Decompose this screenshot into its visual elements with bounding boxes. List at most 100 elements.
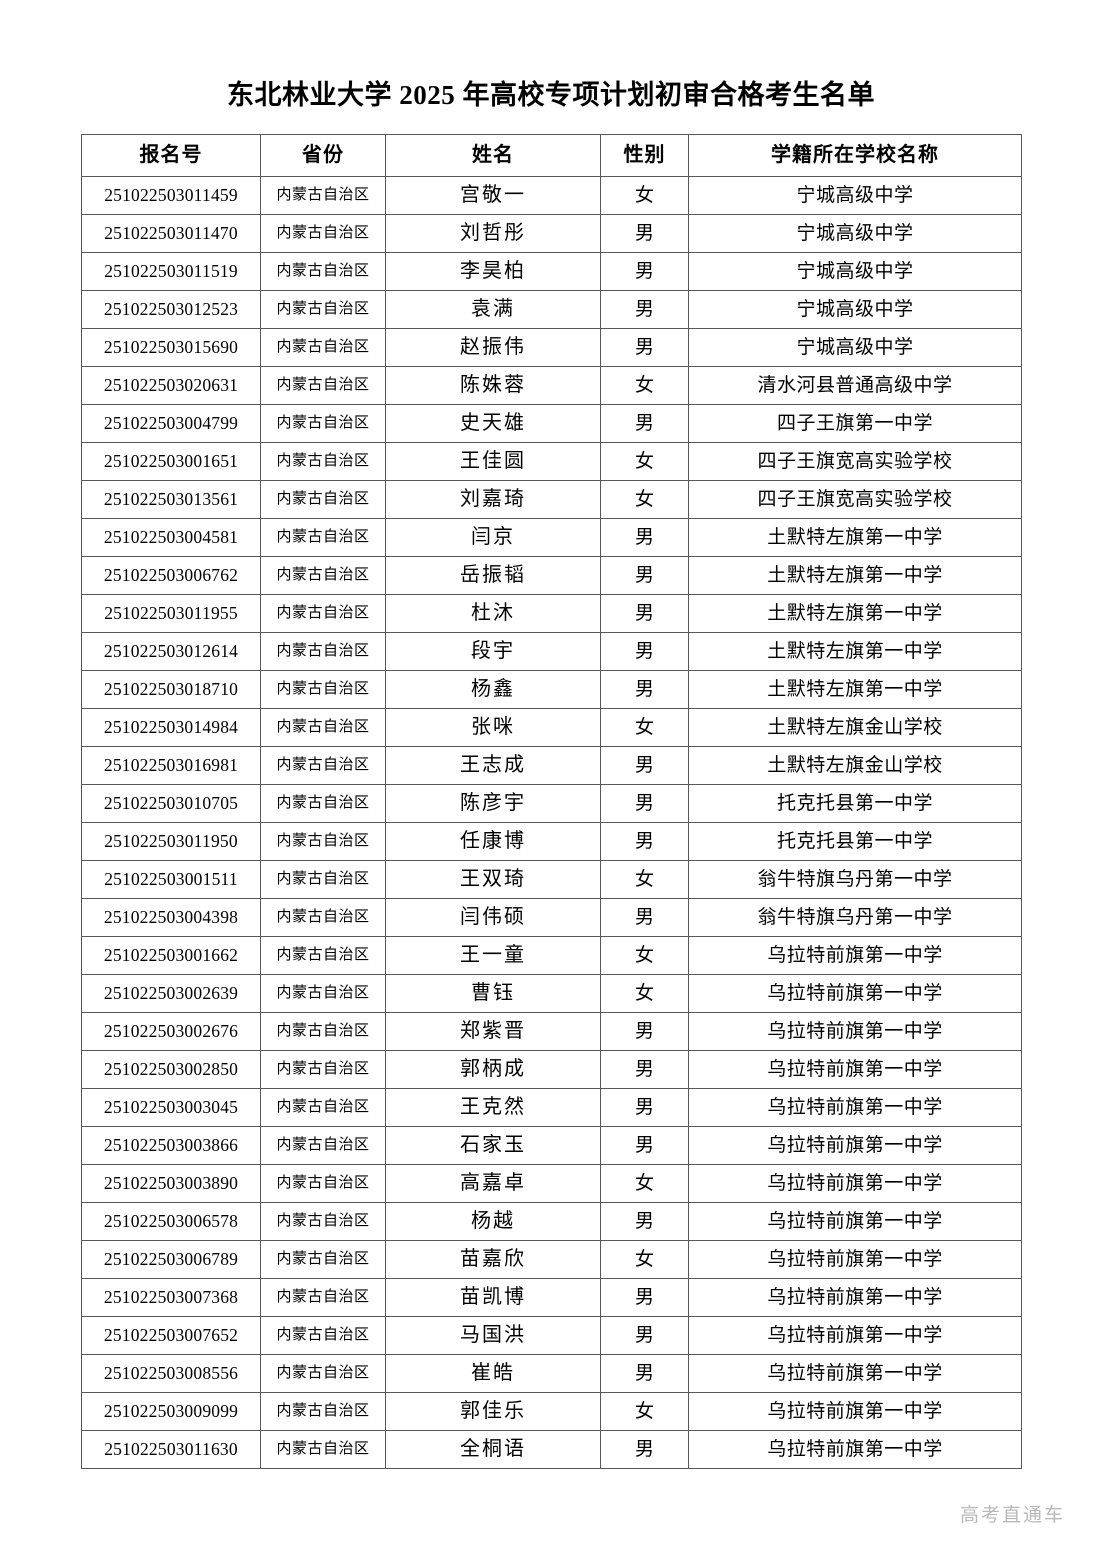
cell-reg: 251022503002676	[81, 1012, 261, 1051]
cell-name: 全桐语	[385, 1430, 601, 1469]
cell-name: 陈彦宇	[385, 784, 601, 823]
cell-reg: 251022503011470	[81, 214, 261, 253]
table-row: 251022503006789 内蒙古自治区 苗嘉欣女乌拉特前旗第一中学	[81, 1240, 1022, 1279]
cell-prov: 内蒙古自治区	[260, 632, 386, 671]
cell-name: 陈姝蓉	[385, 366, 601, 405]
table-row: 251022503012614 内蒙古自治区 段宇男土默特左旗第一中学	[81, 632, 1022, 671]
table-row: 251022503015690 内蒙古自治区 赵振伟男宁城高级中学	[81, 328, 1022, 367]
cell-prov: 内蒙古自治区	[260, 556, 386, 595]
cell-prov: 内蒙古自治区	[260, 1354, 386, 1393]
cell-prov: 内蒙古自治区	[260, 1240, 386, 1279]
column-header-gender: 性别	[600, 134, 689, 177]
roster-table: 报名号 省份 姓名 性别 学籍所在学校名称 251022503011459 内蒙古…	[81, 134, 1022, 1469]
cell-school: 土默特左旗第一中学	[688, 518, 1022, 557]
cell-gender: 女	[600, 442, 689, 481]
cell-reg: 251022503010705	[81, 784, 261, 823]
table-row: 251022503014984 内蒙古自治区 张咪女土默特左旗金山学校	[81, 708, 1022, 747]
cell-prov: 内蒙古自治区	[260, 480, 386, 519]
table-row: 251022503011519 内蒙古自治区 李昊柏男宁城高级中学	[81, 252, 1022, 291]
table-row: 251022503011459 内蒙古自治区 宫敬一女宁城高级中学	[81, 176, 1022, 215]
cell-reg: 251022503014984	[81, 708, 261, 747]
cell-school: 四子王旗第一中学	[688, 404, 1022, 443]
table-row: 251022503011950 内蒙古自治区 任康博男托克托县第一中学	[81, 822, 1022, 861]
cell-name: 任康博	[385, 822, 601, 861]
cell-prov: 内蒙古自治区	[260, 1088, 386, 1127]
cell-school: 四子王旗宽高实验学校	[688, 442, 1022, 481]
cell-reg: 251022503001511	[81, 860, 261, 899]
cell-prov: 内蒙古自治区	[260, 328, 386, 367]
cell-gender: 男	[600, 518, 689, 557]
cell-prov: 内蒙古自治区	[260, 1392, 386, 1431]
cell-school: 翁牛特旗乌丹第一中学	[688, 898, 1022, 937]
cell-prov: 内蒙古自治区	[260, 974, 386, 1013]
cell-name: 刘嘉琦	[385, 480, 601, 519]
cell-gender: 男	[600, 328, 689, 367]
table-row: 251022503009099 内蒙古自治区 郭佳乐女乌拉特前旗第一中学	[81, 1392, 1022, 1431]
cell-school: 乌拉特前旗第一中学	[688, 1278, 1022, 1317]
cell-reg: 251022503011519	[81, 252, 261, 291]
cell-prov: 内蒙古自治区	[260, 1430, 386, 1469]
cell-school: 托克托县第一中学	[688, 784, 1022, 823]
cell-name: 史天雄	[385, 404, 601, 443]
cell-reg: 251022503006762	[81, 556, 261, 595]
cell-gender: 男	[600, 670, 689, 709]
cell-gender: 男	[600, 1430, 689, 1469]
cell-gender: 男	[600, 1278, 689, 1317]
table-row: 251022503012523 内蒙古自治区 袁满男宁城高级中学	[81, 290, 1022, 329]
cell-prov: 内蒙古自治区	[260, 1316, 386, 1355]
cell-school: 乌拉特前旗第一中学	[688, 1126, 1022, 1165]
cell-reg: 251022503004581	[81, 518, 261, 557]
table-row: 251022503002676 内蒙古自治区 郑紫晋男乌拉特前旗第一中学	[81, 1012, 1022, 1051]
cell-reg: 251022503003045	[81, 1088, 261, 1127]
cell-school: 乌拉特前旗第一中学	[688, 1316, 1022, 1355]
cell-gender: 男	[600, 898, 689, 937]
cell-school: 宁城高级中学	[688, 252, 1022, 291]
cell-reg: 251022503004398	[81, 898, 261, 937]
cell-name: 郭佳乐	[385, 1392, 601, 1431]
table-row: 251022503003890 内蒙古自治区 高嘉卓女乌拉特前旗第一中学	[81, 1164, 1022, 1203]
cell-prov: 内蒙古自治区	[260, 784, 386, 823]
cell-prov: 内蒙古自治区	[260, 1278, 386, 1317]
cell-school: 四子王旗宽高实验学校	[688, 480, 1022, 519]
cell-prov: 内蒙古自治区	[260, 746, 386, 785]
table-row: 251022503001651 内蒙古自治区 王佳圆女四子王旗宽高实验学校	[81, 442, 1022, 481]
cell-name: 杨鑫	[385, 670, 601, 709]
table-row: 251022503002850 内蒙古自治区 郭柄成男乌拉特前旗第一中学	[81, 1050, 1022, 1089]
cell-prov: 内蒙古自治区	[260, 822, 386, 861]
cell-reg: 251022503011459	[81, 176, 261, 215]
column-header-province: 省份	[260, 134, 386, 177]
cell-reg: 251022503003866	[81, 1126, 261, 1165]
cell-school: 土默特左旗金山学校	[688, 746, 1022, 785]
cell-gender: 男	[600, 214, 689, 253]
cell-prov: 内蒙古自治区	[260, 214, 386, 253]
cell-prov: 内蒙古自治区	[260, 366, 386, 405]
table-row: 251022503004799 内蒙古自治区 史天雄男四子王旗第一中学	[81, 404, 1022, 443]
cell-gender: 女	[600, 1392, 689, 1431]
cell-prov: 内蒙古自治区	[260, 1126, 386, 1165]
cell-school: 乌拉特前旗第一中学	[688, 1240, 1022, 1279]
table-row: 251022503004398 内蒙古自治区 闫伟硕男翁牛特旗乌丹第一中学	[81, 898, 1022, 937]
cell-prov: 内蒙古自治区	[260, 518, 386, 557]
cell-prov: 内蒙古自治区	[260, 404, 386, 443]
cell-school: 乌拉特前旗第一中学	[688, 1202, 1022, 1241]
table-row: 251022503007652 内蒙古自治区 马国洪男乌拉特前旗第一中学	[81, 1316, 1022, 1355]
cell-name: 杨越	[385, 1202, 601, 1241]
cell-school: 乌拉特前旗第一中学	[688, 1430, 1022, 1469]
cell-name: 岳振韬	[385, 556, 601, 595]
cell-gender: 男	[600, 822, 689, 861]
cell-prov: 内蒙古自治区	[260, 708, 386, 747]
cell-school: 土默特左旗第一中学	[688, 670, 1022, 709]
table-row: 251022503003045 内蒙古自治区 王克然男乌拉特前旗第一中学	[81, 1088, 1022, 1127]
table-body: 251022503011459 内蒙古自治区 宫敬一女宁城高级中学 251022503…	[81, 176, 1022, 1469]
cell-gender: 男	[600, 1088, 689, 1127]
cell-reg: 251022503002639	[81, 974, 261, 1013]
cell-prov: 内蒙古自治区	[260, 936, 386, 975]
cell-reg: 251022503008556	[81, 1354, 261, 1393]
cell-prov: 内蒙古自治区	[260, 252, 386, 291]
table-row: 251022503020631 内蒙古自治区 陈姝蓉女清水河县普通高级中学	[81, 366, 1022, 405]
table-row: 251022503002639 内蒙古自治区 曹钰女乌拉特前旗第一中学	[81, 974, 1022, 1013]
table-row: 251022503003866 内蒙古自治区 石家玉男乌拉特前旗第一中学	[81, 1126, 1022, 1165]
column-header-name: 姓名	[385, 134, 601, 177]
cell-reg: 251022503016981	[81, 746, 261, 785]
cell-reg: 251022503001651	[81, 442, 261, 481]
